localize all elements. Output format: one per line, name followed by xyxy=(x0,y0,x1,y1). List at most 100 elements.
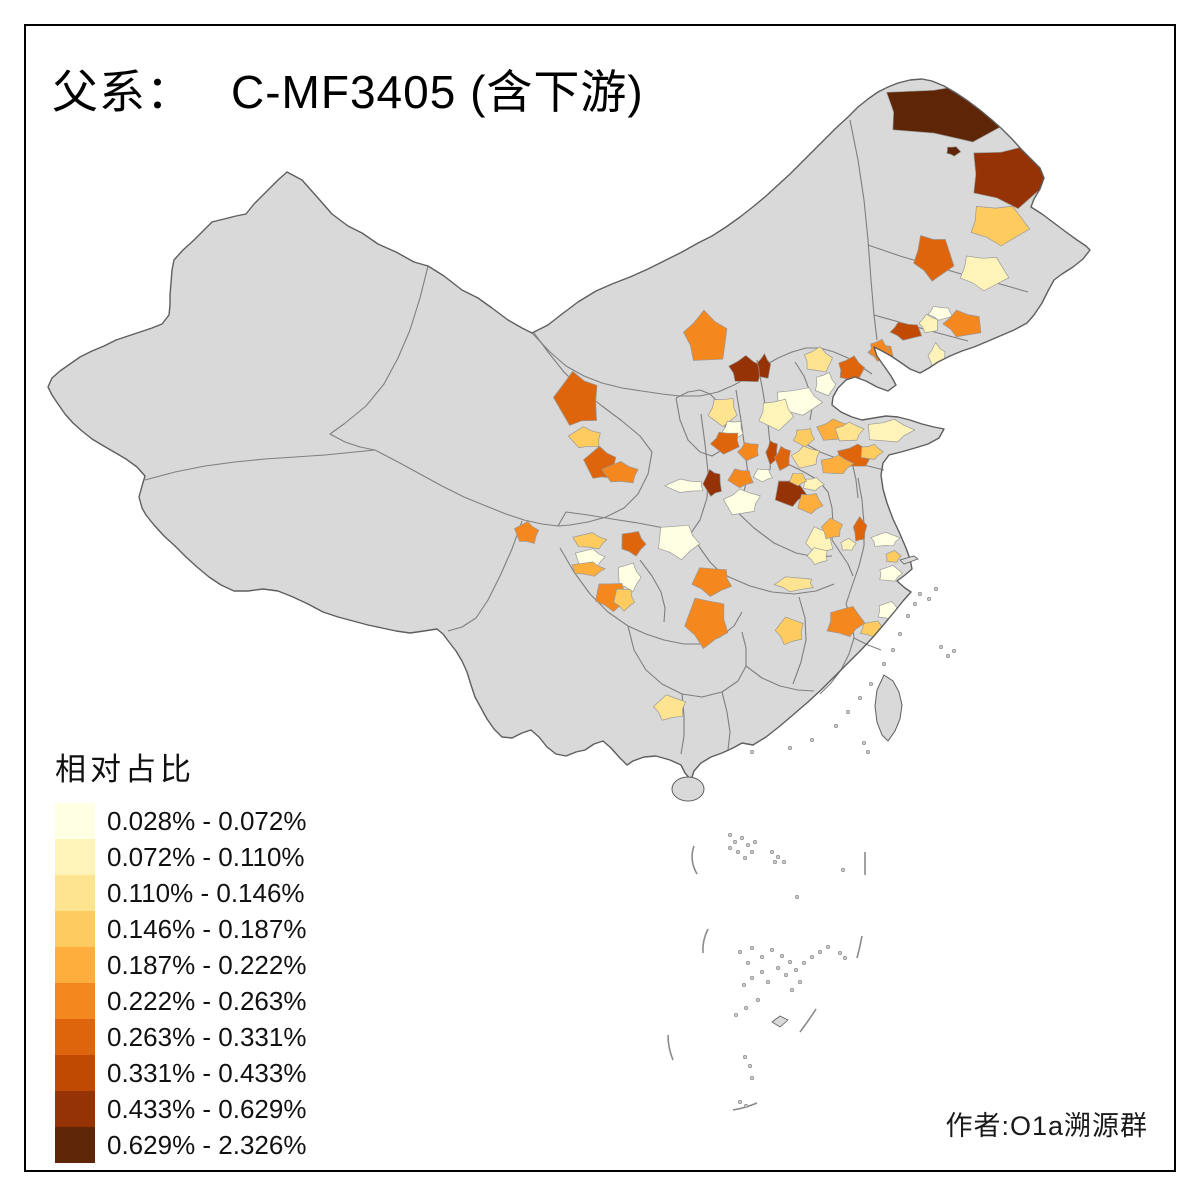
map-region xyxy=(707,398,738,428)
map-region xyxy=(571,561,606,577)
map-region xyxy=(691,567,733,598)
map-region xyxy=(684,597,729,650)
island-dot xyxy=(825,944,830,949)
legend-swatch xyxy=(55,911,95,947)
map-region xyxy=(860,443,884,460)
island-dot xyxy=(732,839,737,844)
map-region xyxy=(803,346,833,373)
island-dot xyxy=(752,839,757,844)
island-dot xyxy=(775,854,780,859)
map-region xyxy=(803,477,825,492)
province-border xyxy=(639,559,666,623)
island-dot xyxy=(793,967,798,972)
province-border xyxy=(374,449,559,527)
legend-swatch xyxy=(55,839,95,875)
province-border xyxy=(853,637,882,651)
island-dot xyxy=(743,1104,748,1109)
province-border xyxy=(745,665,815,692)
map-region xyxy=(870,531,901,547)
island-dot xyxy=(759,969,764,974)
province-border xyxy=(873,314,969,342)
legend-label: 0.629% - 2.326% xyxy=(107,1129,307,1160)
map-region xyxy=(658,524,701,561)
legend-label: 0.263% - 0.331% xyxy=(107,1021,307,1052)
province-border xyxy=(627,625,747,698)
map-region xyxy=(682,309,728,361)
island-dot xyxy=(787,959,792,964)
legend-row-6: 0.222% - 0.263% xyxy=(55,983,306,1019)
island-dot xyxy=(749,945,754,950)
spratly-islet xyxy=(771,1015,789,1028)
province-border xyxy=(831,539,854,577)
island-dot xyxy=(845,709,850,714)
island-dot xyxy=(733,1012,738,1017)
page-title: 父系： C-MF3405 (含下游) xyxy=(52,56,644,122)
sea-boundary-dash xyxy=(856,935,863,959)
island-dot xyxy=(905,613,910,618)
mainland-fill xyxy=(48,79,1090,780)
island-dot xyxy=(749,749,754,754)
title-haplogroup: C-MF3405 (含下游) xyxy=(231,66,644,118)
legend-label: 0.433% - 0.629% xyxy=(107,1093,307,1124)
legend-swatch xyxy=(55,1091,95,1127)
island-dot xyxy=(783,972,788,977)
map-region xyxy=(652,694,687,721)
island-dot xyxy=(890,647,895,652)
map-region xyxy=(946,146,962,157)
map-region xyxy=(773,576,814,593)
island-dot xyxy=(772,859,777,864)
map-region xyxy=(820,517,843,540)
island-dot xyxy=(897,631,902,636)
map-region xyxy=(820,454,855,475)
island-dot xyxy=(727,845,732,850)
island-dot xyxy=(881,661,886,666)
sea-boundary-dash xyxy=(702,928,709,954)
island-dot xyxy=(789,987,794,992)
province-border xyxy=(851,461,859,499)
legend-row-3: 0.110% - 0.146% xyxy=(55,875,306,911)
island-dot xyxy=(743,1005,748,1010)
map-region xyxy=(709,431,740,455)
map-region xyxy=(757,352,772,379)
island-dot xyxy=(775,965,780,970)
legend-swatch xyxy=(55,1019,95,1055)
sea-boundary-dash xyxy=(667,1034,674,1061)
legend-row-4: 0.146% - 0.187% xyxy=(55,911,306,947)
island-dot xyxy=(749,975,754,980)
map-region xyxy=(852,515,868,542)
title-prefix: 父系： xyxy=(52,67,193,118)
legend-title: 相对占比 xyxy=(55,752,195,787)
map-region xyxy=(826,605,866,638)
map-region xyxy=(567,426,601,449)
map-region xyxy=(774,445,791,472)
province-border xyxy=(557,451,653,527)
island-dot xyxy=(737,949,742,954)
map-region xyxy=(792,428,815,448)
island-dot xyxy=(938,644,943,649)
legend-row-5: 0.187% - 0.222% xyxy=(55,947,306,983)
map-region xyxy=(663,478,704,493)
map-region xyxy=(814,371,837,397)
island-dot xyxy=(741,982,746,987)
island-dot xyxy=(739,835,744,840)
map-region xyxy=(806,547,828,566)
map-region xyxy=(959,255,1010,292)
island-dot xyxy=(933,586,938,591)
island-dot xyxy=(745,842,750,847)
map-region xyxy=(613,588,635,612)
map-region xyxy=(736,442,759,462)
map-region xyxy=(702,468,722,497)
map-region xyxy=(834,421,865,442)
legend-swatch xyxy=(55,803,95,839)
island-dot xyxy=(951,648,956,653)
island-dot xyxy=(765,979,770,984)
map-region xyxy=(790,445,821,469)
island-dot xyxy=(797,979,802,984)
island-dot xyxy=(842,955,847,960)
island-dot xyxy=(747,1064,752,1069)
map-region xyxy=(758,398,794,432)
map-region xyxy=(722,488,761,516)
chongming-island xyxy=(899,555,919,565)
legend-label: 0.110% - 0.146% xyxy=(107,877,305,908)
